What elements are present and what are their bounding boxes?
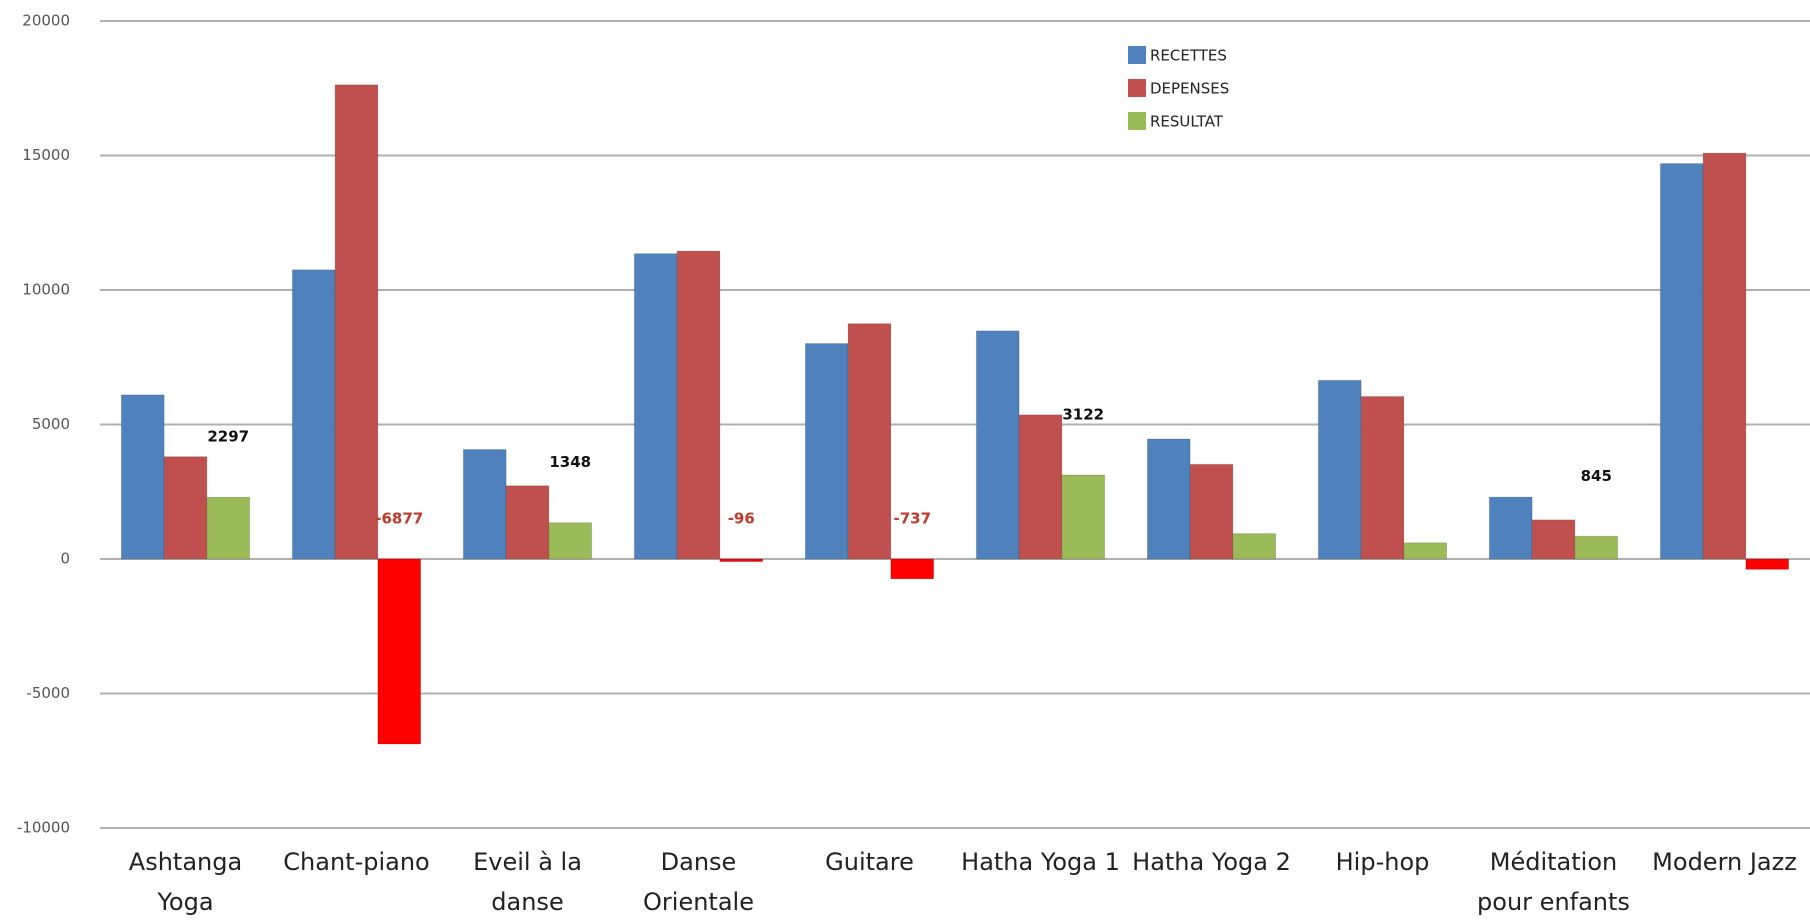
bar bbox=[120, 394, 165, 560]
bar bbox=[804, 343, 849, 560]
bar bbox=[890, 558, 935, 580]
data-label: 2297 bbox=[207, 428, 249, 446]
legend-label: DEPENSES bbox=[1150, 80, 1229, 98]
x-tick-label: Modern Jazz bbox=[1652, 848, 1797, 876]
y-tick-label: -5000 bbox=[26, 684, 70, 702]
data-label: -6877 bbox=[375, 510, 423, 528]
legend-swatch bbox=[1128, 46, 1146, 64]
x-tick-label: Danse Orientale bbox=[643, 848, 754, 916]
bar bbox=[206, 496, 251, 560]
data-label: -96 bbox=[728, 510, 755, 528]
bar bbox=[1531, 519, 1576, 560]
bar bbox=[1189, 463, 1234, 560]
bar bbox=[847, 323, 892, 560]
legend-label: RECETTES bbox=[1150, 47, 1227, 65]
bar bbox=[1232, 533, 1277, 560]
bar bbox=[548, 522, 593, 560]
y-tick-label: 10000 bbox=[22, 281, 70, 299]
bar bbox=[1745, 558, 1790, 570]
bar bbox=[719, 558, 764, 563]
bar bbox=[1146, 438, 1191, 560]
bar bbox=[1317, 379, 1362, 560]
bar bbox=[291, 269, 336, 560]
x-tick-label: Méditation pour enfants bbox=[1477, 848, 1630, 916]
x-tick-label: Hatha Yoga 2 bbox=[1132, 848, 1291, 876]
x-tick-label: Guitare bbox=[825, 848, 914, 876]
bar bbox=[1488, 496, 1533, 560]
y-tick-label: 0 bbox=[60, 550, 70, 568]
bar bbox=[334, 84, 379, 560]
bar bbox=[1061, 474, 1106, 560]
bar bbox=[1360, 396, 1405, 560]
bar bbox=[1659, 163, 1704, 560]
bar bbox=[1018, 414, 1063, 560]
legend-label: RESULTAT bbox=[1150, 113, 1224, 131]
x-tick-label: Hip-hop bbox=[1335, 848, 1430, 876]
data-label: -737 bbox=[893, 510, 931, 528]
x-tick-label: Chant-piano bbox=[283, 848, 430, 876]
bar bbox=[462, 449, 507, 560]
bar bbox=[975, 330, 1020, 560]
x-tick-label: Eveil à la danse bbox=[473, 848, 582, 916]
data-label: 1348 bbox=[549, 453, 591, 471]
legend-swatch bbox=[1128, 112, 1146, 130]
y-tick-label: 15000 bbox=[22, 146, 70, 164]
bar bbox=[163, 456, 208, 560]
data-label: 3122 bbox=[1062, 406, 1104, 424]
x-tick-label: Hatha Yoga 1 bbox=[961, 848, 1120, 876]
legend-swatch bbox=[1128, 79, 1146, 97]
x-tick-label: Ashtanga Yoga bbox=[128, 848, 243, 916]
bar bbox=[1574, 535, 1619, 560]
y-tick-label: 5000 bbox=[32, 415, 70, 433]
bar bbox=[1702, 152, 1747, 560]
bar bbox=[676, 250, 721, 560]
bar bbox=[505, 485, 550, 560]
bar bbox=[377, 558, 422, 745]
y-tick-label: -10000 bbox=[17, 819, 70, 837]
bar bbox=[633, 253, 678, 560]
bar bbox=[1403, 542, 1448, 560]
y-tick-label: 20000 bbox=[22, 12, 70, 30]
data-label: 845 bbox=[1581, 467, 1612, 485]
